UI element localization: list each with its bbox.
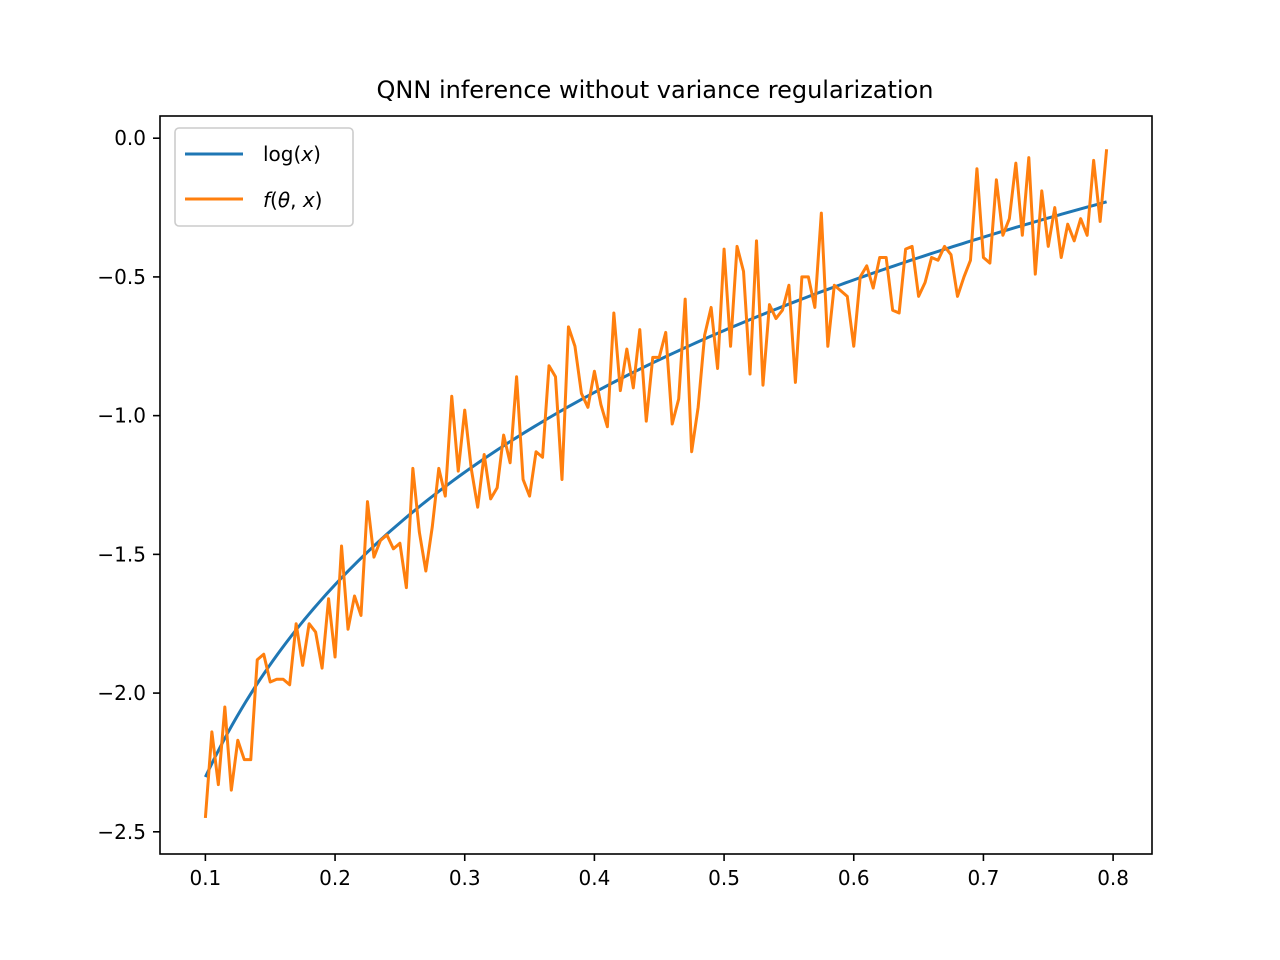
x-tick-label: 0.2	[319, 866, 351, 890]
x-tick-label: 0.3	[449, 866, 481, 890]
series-line-f	[203, 149, 1109, 819]
legend-label-f: f(θ, x)	[263, 188, 322, 212]
plot-area	[203, 149, 1109, 819]
y-tick-label: 0.0	[114, 126, 146, 150]
x-tick-label: 0.7	[968, 866, 1000, 890]
legend: log(x) f(θ, x)	[174, 127, 354, 227]
x-tick-label: 0.5	[708, 866, 740, 890]
x-tick-label: 0.1	[189, 866, 221, 890]
series-line-log	[204, 200, 1108, 778]
x-tick-label: 0.4	[578, 866, 610, 890]
x-tick-label: 0.8	[1097, 866, 1129, 890]
x-axis: 0.1 0.2 0.3 0.4 0.5 0.6 0.7 0.8	[189, 854, 1129, 890]
legend-label-log: log(x)	[263, 142, 321, 166]
axes-frame	[159, 115, 1153, 855]
chart-title: QNN inference without variance regulariz…	[377, 76, 934, 104]
y-tick-label: −2.5	[97, 820, 146, 844]
y-tick-label: −2.0	[97, 681, 146, 705]
y-tick-label: −1.5	[97, 542, 146, 566]
y-axis: 0.0 −0.5 −1.0 −1.5 −2.0 −2.5	[97, 126, 160, 844]
y-tick-label: −0.5	[97, 265, 146, 289]
x-tick-label: 0.6	[838, 866, 870, 890]
y-tick-label: −1.0	[97, 404, 146, 428]
